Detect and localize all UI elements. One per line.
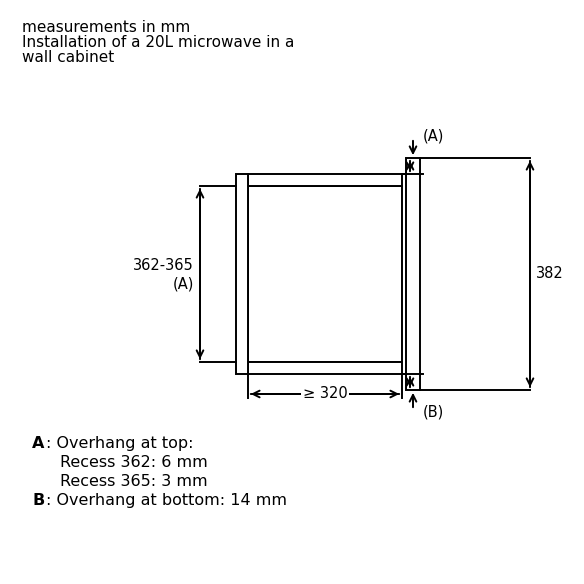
Bar [406,158,420,390]
Text: ≥ 320: ≥ 320 [303,387,347,402]
Text: : Overhang at bottom: 14 mm: : Overhang at bottom: 14 mm [46,493,287,508]
Text: Installation of a 20L microwave in a: Installation of a 20L microwave in a [22,35,294,50]
Text: 362-365: 362-365 [133,259,194,273]
Bar [236,174,248,374]
Text: Recess 365: 3 mm: Recess 365: 3 mm [60,474,208,489]
Text: Recess 362: 6 mm: Recess 362: 6 mm [60,455,208,470]
Text: A: A [32,436,44,451]
Bar [248,186,402,362]
Bar [248,362,402,374]
Text: measurements in mm: measurements in mm [22,20,190,35]
Text: (B): (B) [423,405,444,419]
Text: : Overhang at top:: : Overhang at top: [46,436,193,451]
Text: wall cabinet: wall cabinet [22,50,114,65]
Text: B: B [32,493,44,508]
Text: 382: 382 [536,266,564,281]
Bar [248,174,402,186]
Text: (A): (A) [423,128,444,144]
Text: (A): (A) [173,276,194,291]
